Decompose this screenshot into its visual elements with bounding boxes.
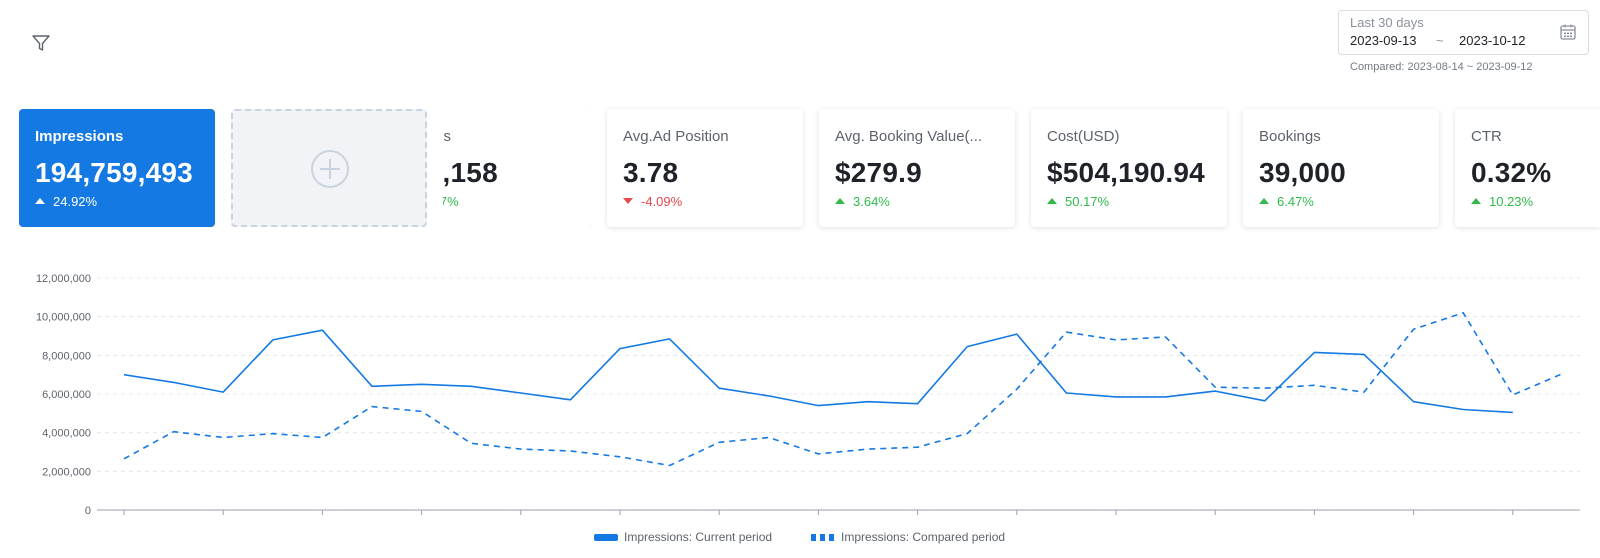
date-range-picker[interactable]: Last 30 days 2023-09-13 ~ 2023-10-12 xyxy=(1338,10,1589,55)
metric-card-clicks-clipped: Clicks 31,158 7.7% xyxy=(443,109,591,227)
series-line-compared xyxy=(123,311,1563,467)
metric-card-bookings[interactable]: Bookings 39,000 6.47% xyxy=(1243,109,1439,227)
calendar-icon xyxy=(1560,24,1576,40)
arrow-up-icon xyxy=(1259,198,1269,204)
metric-label: Avg.Ad Position xyxy=(623,128,729,145)
metric-label: CTR xyxy=(1471,128,1502,145)
y-tick-label: 12,000,000 xyxy=(36,273,91,285)
date-separator: ~ xyxy=(1436,33,1444,48)
legend-item-compared[interactable]: Impressions: Compared period xyxy=(811,530,1005,544)
y-tick-label: 2,000,000 xyxy=(42,466,91,478)
filter-button[interactable] xyxy=(30,32,52,54)
metric-delta: 50.17% xyxy=(1047,194,1109,209)
date-preset-label: Last 30 days xyxy=(1350,15,1424,30)
legend-swatch-dashed xyxy=(811,533,835,541)
metric-card-clicks[interactable]: Clicks 31,158 7.7% xyxy=(443,109,591,227)
add-circle-icon xyxy=(311,150,349,188)
metric-label: Impressions xyxy=(35,128,124,145)
y-tick-label: 6,000,000 xyxy=(42,389,91,401)
date-end[interactable]: 2023-10-12 xyxy=(1459,33,1526,48)
y-tick-label: 4,000,000 xyxy=(42,428,91,440)
metric-value: $504,190.94 xyxy=(1047,157,1205,188)
series-line-current xyxy=(123,329,1513,414)
metric-delta: -4.09% xyxy=(623,194,682,209)
metric-label: Avg. Booking Value(... xyxy=(835,128,983,145)
metric-label: Clicks xyxy=(443,128,451,145)
metric-value: $279.9 xyxy=(835,157,922,188)
metric-value: 0.32% xyxy=(1471,157,1552,188)
metric-value: 194,759,493 xyxy=(35,157,193,188)
filter-icon xyxy=(32,35,50,51)
legend-label-current: Impressions: Current period xyxy=(624,530,773,544)
arrow-up-icon xyxy=(1471,198,1481,204)
metric-delta: 6.47% xyxy=(1259,194,1314,209)
metric-card-avg-booking-value[interactable]: Avg. Booking Value(... $279.9 3.64% xyxy=(819,109,1015,227)
metric-value: 39,000 xyxy=(1259,157,1346,188)
arrow-up-icon xyxy=(1047,198,1057,204)
compared-range: Compared: 2023-08-14 ~ 2023-09-12 xyxy=(1350,61,1533,73)
y-tick-label: 0 xyxy=(85,505,91,517)
date-start[interactable]: 2023-09-13 xyxy=(1350,33,1417,48)
metric-delta: 10.23% xyxy=(1471,194,1533,209)
metric-value: 31,158 xyxy=(443,157,498,188)
legend-label-compared: Impressions: Compared period xyxy=(841,530,1006,544)
y-tick-label: 10,000,000 xyxy=(36,312,91,324)
metric-card-cost[interactable]: Cost(USD) $504,190.94 50.17% xyxy=(1031,109,1227,227)
arrow-up-icon xyxy=(35,198,45,204)
legend-item-current[interactable]: Impressions: Current period xyxy=(594,530,772,544)
legend-swatch-solid xyxy=(594,533,618,541)
add-metric-card[interactable] xyxy=(231,109,427,227)
metric-value: 3.78 xyxy=(623,157,679,188)
arrow-down-icon xyxy=(623,198,633,204)
metric-label: Cost(USD) xyxy=(1047,128,1120,145)
metric-card-impressions[interactable]: Impressions 194,759,493 24.92% xyxy=(19,109,215,227)
metric-delta: 24.92% xyxy=(35,194,97,209)
metric-card-ctr[interactable]: CTR 0.32% 10.23% xyxy=(1455,109,1600,227)
arrow-up-icon xyxy=(835,198,845,204)
metric-delta: 7.7% xyxy=(443,194,459,209)
impressions-line-chart: 0 2,000,000 4,000,000 6,000,000 8,000,000 10,… xyxy=(36,273,1580,517)
metric-delta: 3.64% xyxy=(835,194,890,209)
metric-label: Bookings xyxy=(1259,128,1321,145)
y-tick-label: 8,000,000 xyxy=(42,350,91,362)
metric-card-avg-ad-position[interactable]: Avg.Ad Position 3.78 -4.09% xyxy=(607,109,803,227)
